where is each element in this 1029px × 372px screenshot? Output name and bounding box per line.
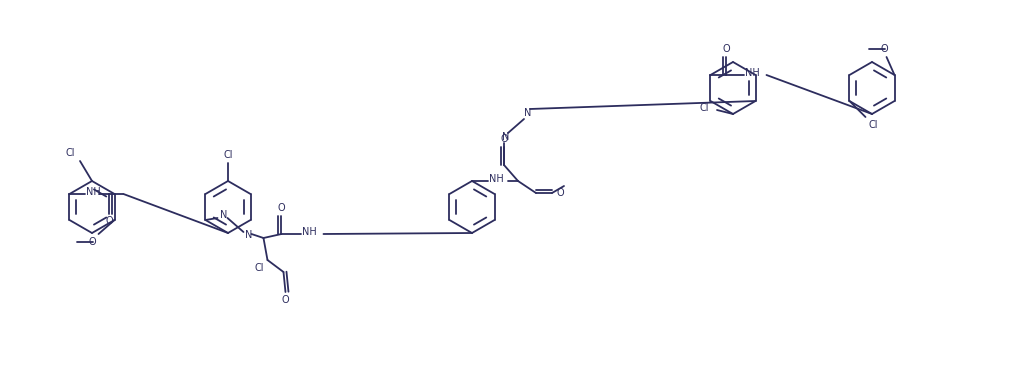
Text: O: O <box>106 216 113 226</box>
Text: Cl: Cl <box>65 148 75 158</box>
Text: O: O <box>557 188 564 198</box>
Text: O: O <box>881 44 888 54</box>
Text: O: O <box>282 295 289 305</box>
Text: N: N <box>245 230 252 240</box>
Text: NH: NH <box>303 227 317 237</box>
Text: NH: NH <box>489 174 503 184</box>
Text: N: N <box>502 132 509 142</box>
Text: O: O <box>722 44 731 54</box>
Text: NH: NH <box>745 68 759 78</box>
Text: O: O <box>88 237 97 247</box>
Text: N: N <box>525 108 532 118</box>
Text: Cl: Cl <box>700 103 709 113</box>
Text: O: O <box>500 134 508 144</box>
Text: N: N <box>220 210 227 220</box>
Text: NH: NH <box>86 187 101 197</box>
Text: Cl: Cl <box>868 120 878 130</box>
Text: O: O <box>278 203 285 213</box>
Text: Cl: Cl <box>223 150 233 160</box>
Text: Cl: Cl <box>255 263 264 273</box>
